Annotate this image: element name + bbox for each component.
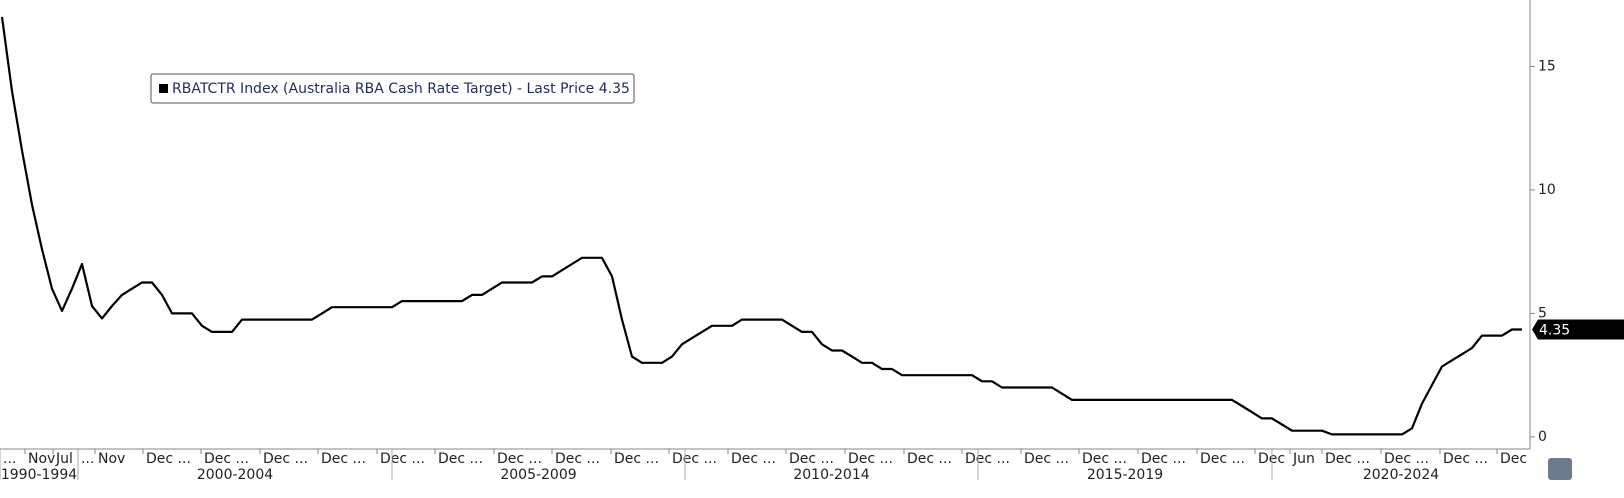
group-label: 2005-2009 bbox=[500, 467, 576, 483]
x-tick-label: ... bbox=[81, 451, 94, 467]
x-tick-label: Dec ... bbox=[204, 451, 249, 467]
legend-box bbox=[150, 73, 635, 104]
x-tick-label: Dec ... bbox=[263, 451, 308, 467]
last-price-label: 4.35 bbox=[1539, 322, 1570, 338]
x-tick-label: Nov bbox=[98, 451, 125, 467]
group-label: 2010-2014 bbox=[793, 467, 869, 483]
x-tick-label: Dec ... bbox=[1200, 451, 1245, 467]
app-icon[interactable] bbox=[1548, 458, 1572, 480]
group-label: 2015-2019 bbox=[1087, 467, 1163, 483]
x-tick-label: Jun bbox=[1292, 451, 1315, 467]
y-tick-label: 0 bbox=[1538, 429, 1547, 445]
x-tick-label: Dec ... bbox=[1384, 451, 1429, 467]
group-label: 1990-1994 bbox=[1, 467, 77, 483]
group-label: 2020-2024 bbox=[1363, 467, 1439, 483]
legend-label: RBATCTR Index (Australia RBA Cash Rate T… bbox=[172, 81, 630, 97]
x-tick-label: Dec ... bbox=[614, 451, 659, 467]
x-tick-label: Dec ... bbox=[321, 451, 366, 467]
x-tick-label: Dec ... bbox=[789, 451, 834, 467]
x-tick-label: ... bbox=[3, 451, 16, 467]
last-price-tag bbox=[1532, 319, 1624, 340]
x-tick-label: Jul bbox=[55, 451, 73, 467]
x-tick-label: Dec bbox=[1500, 451, 1527, 467]
y-tick-label: 15 bbox=[1538, 58, 1556, 74]
x-tick-label: Dec ... bbox=[1141, 451, 1186, 467]
x-tick-label: Dec ... bbox=[146, 451, 191, 467]
y-tick-label: 10 bbox=[1538, 182, 1556, 198]
group-label: 2000-2004 bbox=[197, 467, 273, 483]
x-tick-label: Dec ... bbox=[1325, 451, 1370, 467]
x-tick-label: Dec ... bbox=[555, 451, 600, 467]
x-tick-label: Dec ... bbox=[848, 451, 893, 467]
x-tick-label: Dec ... bbox=[1024, 451, 1069, 467]
x-tick-label: Dec ... bbox=[965, 451, 1010, 467]
x-tick-label: Dec ... bbox=[380, 451, 425, 467]
x-tick-label: Nov bbox=[28, 451, 55, 467]
legend: RBATCTR Index (Australia RBA Cash Rate T… bbox=[150, 73, 635, 104]
x-tick-label: Dec ... bbox=[907, 451, 952, 467]
x-tick-label: Dec ... bbox=[438, 451, 483, 467]
x-tick-label: Dec ... bbox=[731, 451, 776, 467]
x-tick-label: Dec ... bbox=[672, 451, 717, 467]
price-line bbox=[0, 16, 1522, 436]
x-tick-label: Dec ... bbox=[1082, 451, 1127, 467]
y-tick-label: 5 bbox=[1538, 305, 1547, 321]
x-tick-label: Dec ... bbox=[1443, 451, 1488, 467]
legend-swatch bbox=[159, 84, 168, 93]
x-tick-label: Dec ... bbox=[497, 451, 542, 467]
